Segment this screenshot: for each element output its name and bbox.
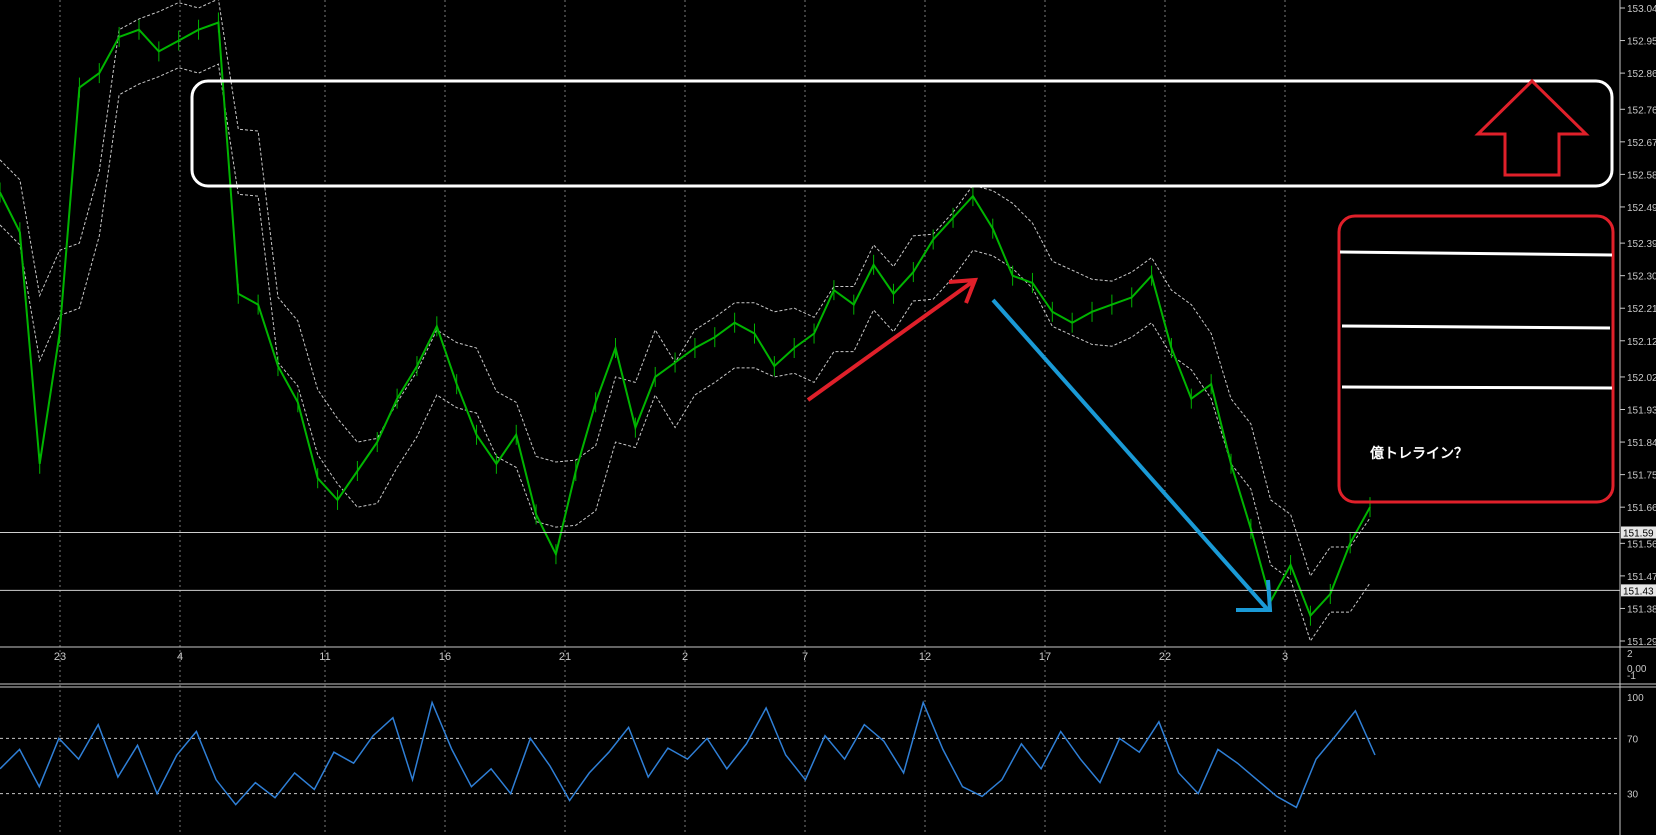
- y-tick-label: 151.47: [1627, 572, 1656, 583]
- price-level-tag: [1621, 526, 1656, 539]
- x-tick-label: 11: [319, 651, 330, 663]
- grid: [59, 0, 1286, 835]
- sub-axis-label: 2: [1627, 649, 1633, 660]
- y-tick-label: 152.30: [1627, 272, 1656, 283]
- sub-axis-label: -1: [1627, 671, 1636, 682]
- y-tick-label: 152.21: [1627, 304, 1656, 315]
- x-tick-label: 23: [54, 651, 66, 663]
- x-tick-label: 16: [439, 651, 451, 663]
- y-tick-label: 151.66: [1627, 503, 1656, 514]
- y-tick-label: 152.02: [1627, 373, 1656, 384]
- y-tick-label: 152.39: [1627, 239, 1656, 250]
- osc-y-tick-label: 70: [1627, 734, 1639, 745]
- y-tick-label: 151.38: [1627, 604, 1656, 615]
- price-level-tag: [1621, 584, 1656, 597]
- osc-y-tick-label: 30: [1627, 790, 1639, 801]
- sub-axis-label: 0.00: [1627, 664, 1647, 675]
- envelope-line: [0, 0, 1371, 578]
- x-tick-label: 2: [682, 651, 688, 663]
- resistance-zone-box: [190, 79, 1614, 188]
- y-tick-label: 152.49: [1627, 203, 1656, 214]
- envelope-bands: [0, 0, 1371, 643]
- x-tick-label: 21: [559, 651, 571, 663]
- price-series: [0, 12, 1371, 626]
- note-line-2: [1341, 324, 1611, 330]
- y-tick-label: 151.56: [1627, 539, 1656, 550]
- oscillator-line: [0, 700, 1376, 809]
- y-tick-label: 153.04: [1627, 4, 1656, 15]
- blue-trend-arrow: [991, 298, 1270, 612]
- y-tick-label: 152.86: [1627, 69, 1656, 80]
- price-level-label: 151.43: [1623, 586, 1654, 597]
- y-tick-label: 152.95: [1627, 37, 1656, 48]
- osc-y-tick-label: 100: [1627, 693, 1644, 704]
- y-tick-label: 151.75: [1627, 471, 1656, 482]
- note-box: [1337, 214, 1615, 504]
- x-tick-label: 3: [1282, 651, 1288, 663]
- x-tick-label: 17: [1039, 651, 1051, 663]
- x-tick-label: 4: [177, 651, 183, 663]
- y-tick-label: 152.58: [1627, 170, 1656, 181]
- note-text: 億トレライン？: [1370, 445, 1468, 462]
- up-arrow-icon: [1474, 78, 1590, 177]
- y-tick-label: 151.84: [1627, 438, 1656, 449]
- note-line-1: [1339, 250, 1613, 257]
- envelope-line: [0, 63, 1371, 643]
- x-tick-label: 22: [1159, 651, 1171, 663]
- y-tick-label: 152.12: [1627, 337, 1656, 348]
- red-arrow-head-icon: [948, 277, 979, 304]
- y-tick-label: 152.67: [1627, 138, 1656, 149]
- price-level-label: 151.59: [1623, 528, 1654, 539]
- blue-arrow-head-icon: [1236, 579, 1273, 612]
- x-tick-label: 7: [802, 651, 808, 663]
- oscillator-panel: [0, 700, 1620, 809]
- red-trend-arrow: [806, 278, 977, 402]
- y-tick-label: 152.76: [1627, 105, 1656, 116]
- note-line-3: [1341, 385, 1613, 390]
- y-tick-label: 151.93: [1627, 406, 1656, 417]
- y-tick-label: 151.29: [1627, 637, 1656, 648]
- price-line: [0, 21, 1371, 618]
- x-tick-label: 12: [919, 651, 931, 663]
